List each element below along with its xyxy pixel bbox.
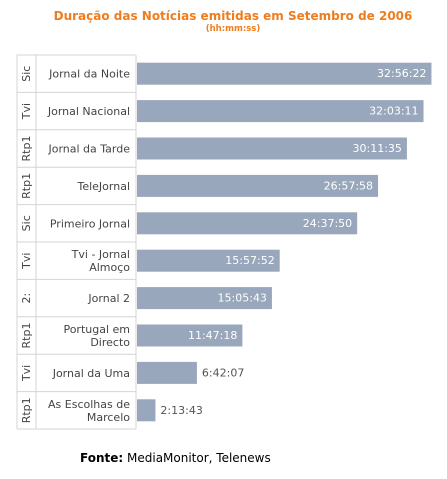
bar-value-label: 26:57:58	[324, 179, 373, 192]
bar	[137, 324, 243, 347]
group-label: Tvi	[20, 365, 33, 382]
bar-row: Tvi Jornal Nacional 32:03:11	[17, 91, 424, 123]
category-label-line: Jornal da Uma	[52, 366, 130, 379]
bar	[137, 399, 156, 422]
bar-value-label: 32:56:22	[377, 67, 426, 80]
bar-row: Sic Primeiro Jornal 24:37:50	[17, 204, 358, 235]
group-label: Tvi	[20, 103, 33, 120]
group-label: Sic	[20, 66, 33, 82]
category-label: TeleJornal	[76, 179, 130, 192]
group-label: Rtp1	[20, 173, 33, 199]
bar-row: Rtp1 Portugal em Directo 11:47:18	[17, 316, 243, 349]
group-label: Rtp1	[20, 136, 33, 162]
category-label-line: Directo	[90, 336, 130, 349]
bar	[137, 100, 424, 123]
group-label: Rtp1	[20, 397, 33, 423]
group-label: 2:	[20, 293, 33, 304]
bar-chart: Duração das Notícias emitidas em Setembr…	[16, 9, 432, 430]
category-label: As Escolhas de Marcelo	[48, 397, 130, 423]
category-label-line: Jornal da Noite	[48, 67, 130, 80]
bar-value-label: 15:57:52	[225, 254, 274, 267]
category-label-line: Jornal 2	[87, 292, 130, 305]
group-label: Tvi	[20, 253, 33, 270]
category-label-line: TeleJornal	[76, 179, 130, 192]
bar-row: Tvi Jornal da Uma 6:42:07	[17, 353, 244, 384]
bar-value-label: 32:03:11	[369, 105, 418, 118]
bar	[137, 212, 358, 235]
group-label: Sic	[20, 215, 33, 231]
source-line: Fonte: MediaMonitor, Telenews	[80, 451, 271, 465]
bar-row: Sic Jornal da Noite 32:56:22	[17, 54, 432, 85]
bar	[137, 62, 432, 85]
bar-value-label: 30:11:35	[353, 142, 402, 155]
bar-value-label: 24:37:50	[303, 217, 352, 230]
bar-row: Tvi Tvi - Jornal Almoço 15:57:52	[17, 241, 280, 274]
category-label-line: Tvi - Jornal	[71, 248, 130, 261]
bar	[137, 361, 197, 384]
category-label: Jornal Nacional	[47, 105, 130, 118]
category-label-line: Marcelo	[87, 410, 130, 423]
chart-subtitle: (hh:mm:ss)	[206, 24, 261, 34]
chart-title: Duração das Notícias emitidas em Setembr…	[54, 9, 413, 23]
bar-row: 2: Jornal 2 15:05:43	[17, 278, 272, 310]
source-text: MediaMonitor, Telenews	[127, 451, 271, 465]
category-label-line: Jornal Nacional	[47, 105, 130, 118]
bar-row: Rtp1 Jornal da Tarde 30:11:35	[17, 129, 407, 162]
category-label-line: As Escolhas de	[48, 397, 130, 410]
category-label: Portugal em Directo	[63, 323, 130, 349]
category-label: Jornal da Noite	[48, 67, 130, 80]
bar	[137, 174, 379, 197]
category-label: Jornal 2	[87, 292, 130, 305]
bar-row: Rtp1 TeleJornal 26:57:58	[17, 166, 379, 199]
bar	[137, 287, 272, 310]
category-label-line: Portugal em	[63, 323, 130, 336]
category-label: Jornal da Tarde	[47, 142, 130, 155]
source-label: Fonte:	[80, 451, 124, 465]
bar-value-label: 15:05:43	[218, 292, 267, 305]
category-label-line: Jornal da Tarde	[47, 142, 130, 155]
bar-value-label: 11:47:18	[188, 329, 237, 342]
bar-value-label: 2:13:43	[160, 404, 202, 417]
group-label: Rtp1	[20, 323, 33, 349]
category-label-line: Primeiro Jornal	[50, 217, 130, 230]
bar	[137, 249, 280, 272]
bar	[137, 137, 407, 160]
bar-value-label: 6:42:07	[202, 366, 244, 379]
category-label: Primeiro Jornal	[50, 217, 130, 230]
category-label: Jornal da Uma	[52, 366, 130, 379]
category-label: Tvi - Jornal Almoço	[71, 248, 131, 274]
bar-rows: Sic Jornal da Noite 32:56:22 Tvi Jornal Naci…	[17, 54, 432, 430]
bar-row: Rtp1 As Escolhas de Marcelo 2:13:43	[17, 391, 203, 430]
category-label-line: Almoço	[89, 261, 130, 274]
